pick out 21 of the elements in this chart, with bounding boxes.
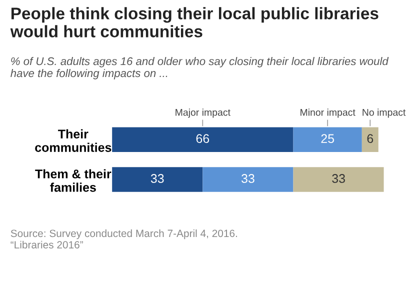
- data-label: 33: [332, 174, 345, 183]
- bar: [202, 167, 294, 192]
- chart-subtitle: % of U.S. adults ages 16 and older who say closing their local libraries would have the following impacts on ...: [10, 57, 389, 80]
- bar: [293, 127, 362, 152]
- text: “Libraries 2016”: [10, 240, 83, 248]
- bar: [362, 127, 378, 152]
- source-note: Source: Survey conducted March 7-April 4, 2016.: [10, 229, 237, 240]
- bar: [293, 167, 384, 192]
- y-tick-label: Their communities: [35, 129, 112, 152]
- data-label: 25: [321, 134, 334, 144]
- chart-title: People think closing their local public libraries would hurt communities: [10, 7, 378, 38]
- series-label: Minor impact: [300, 108, 356, 118]
- data-label: 33: [241, 174, 254, 183]
- data-label: 33: [150, 174, 164, 183]
- y-tick-label: Them & their families: [35, 169, 112, 192]
- series-label: No impact: [362, 108, 406, 118]
- series-label: Major impact: [176, 108, 230, 118]
- data-label: 6: [367, 134, 374, 144]
- bar: [112, 127, 294, 152]
- data-label: 66: [196, 134, 210, 144]
- bar: [112, 167, 203, 192]
